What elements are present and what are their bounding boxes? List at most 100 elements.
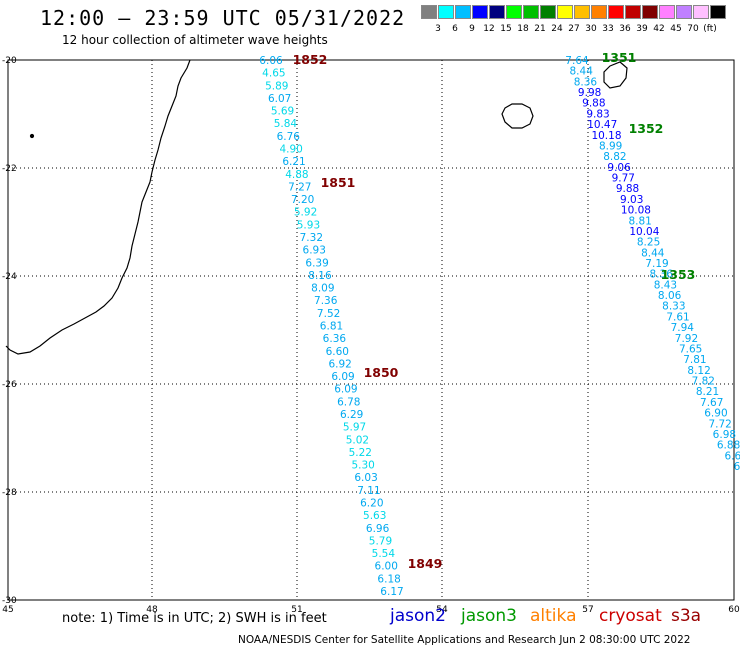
wave-height-value: 6.6 <box>724 450 740 462</box>
small-island <box>29 133 35 139</box>
legend-swatch <box>625 5 641 19</box>
legend-label: (ft) <box>703 24 717 34</box>
wave-height-value: 6.92 <box>328 358 351 370</box>
wave-height-value: 6.06 <box>259 55 283 67</box>
legend-label: 24 <box>551 24 563 34</box>
wave-height-value: 9.06 <box>607 162 631 174</box>
legend-swatch <box>506 5 522 19</box>
note-text: note: 1) Time is in UTC; 2) SWH is in fe… <box>62 611 327 626</box>
wave-height-value: 6.76 <box>277 131 301 143</box>
track-pass-label: 1850 <box>364 365 399 380</box>
legend-label: 18 <box>517 24 529 34</box>
wave-height-value: 8.44 <box>641 247 665 259</box>
madagascar-coast <box>5 59 191 355</box>
legend-swatch <box>659 5 675 19</box>
wave-height-value: 6.18 <box>377 573 400 585</box>
wave-height-value: 9.88 <box>582 98 605 110</box>
legend-swatch <box>710 5 726 19</box>
wave-height-value: 7.20 <box>291 194 314 206</box>
y-tick-label: -24 <box>2 272 17 282</box>
wave-height-value: 7.11 <box>357 485 380 497</box>
wave-height-value: 5.92 <box>294 207 317 219</box>
legend-swatch <box>489 5 505 19</box>
wave-height-value: 8.43 <box>654 279 677 291</box>
legend-swatch <box>642 5 658 19</box>
wave-height-value: 5.89 <box>265 80 288 92</box>
wave-height-value: 9.77 <box>612 173 635 185</box>
wave-height-value: 5.97 <box>343 422 366 434</box>
y-tick-label: -20 <box>2 56 17 66</box>
x-tick-label: 48 <box>146 605 158 615</box>
coastline <box>5 59 628 355</box>
track-pass-label: 1353 <box>661 267 696 282</box>
wave-height-value: 5.84 <box>274 118 298 130</box>
wave-height-value: 5.79 <box>369 535 392 547</box>
wave-height-value: 6.07 <box>268 93 291 105</box>
wave-height-value: 10.08 <box>621 205 651 217</box>
legend-label: 42 <box>653 24 665 34</box>
wave-height-value: 5.30 <box>351 460 374 472</box>
wave-height-value: 7.19 <box>645 258 668 270</box>
wave-height-value: 6.93 <box>303 245 326 257</box>
legend-swatch <box>693 5 709 19</box>
legend-label: 45 <box>670 24 682 34</box>
x-tick-label: 54 <box>436 605 448 615</box>
legend-label: 6 <box>452 24 458 34</box>
map-border <box>7 59 735 601</box>
wave-height-value: 5.54 <box>372 548 396 560</box>
x-tick-label: 51 <box>291 605 302 615</box>
y-tick-label: -30 <box>2 596 17 606</box>
legend-swatch <box>557 5 573 19</box>
legend-label: 15 <box>500 24 512 34</box>
wave-height-value: 9.03 <box>620 194 643 206</box>
legend-swatch <box>421 5 437 19</box>
track-pass-label: 1851 <box>321 175 356 190</box>
wave-height-value: 9.88 <box>616 183 639 195</box>
wave-height-value: 6.98 <box>713 429 736 441</box>
wave-height-value: 7.81 <box>683 354 706 366</box>
wave-height-value: 7.82 <box>692 376 715 388</box>
wave-height-value: 6.17 <box>380 586 403 598</box>
wave-height-value: 6.09 <box>334 384 357 396</box>
wave-height-value: 10.47 <box>587 119 617 131</box>
legend-swatch <box>540 5 556 19</box>
wave-height-value: 8.44 <box>570 66 594 78</box>
wave-height-value: 7.64 <box>565 55 589 67</box>
y-tick-label: -28 <box>2 488 17 498</box>
wave-height-value: 7.36 <box>314 295 338 307</box>
satellite-name: cryosat <box>599 606 662 626</box>
credit-text: NOAA/NESDIS Center for Satellite Applica… <box>238 634 691 646</box>
wave-height-value: 10.18 <box>591 130 621 142</box>
wave-height-value: 8.82 <box>603 151 626 163</box>
wave-height-value: 9.83 <box>586 108 609 120</box>
map-subtitle: 12 hour collection of altimeter wave hei… <box>62 33 328 47</box>
wave-height-value: 8.09 <box>311 283 334 295</box>
satellite-name: jason2 <box>390 606 446 626</box>
wave-height-value: 8.25 <box>637 237 660 249</box>
wave-height-value: 5.22 <box>349 447 372 459</box>
wave-height-value: 8.16 <box>308 270 332 282</box>
wave-height-value: 6.21 <box>282 156 305 168</box>
reunion-island <box>501 103 534 129</box>
wave-height-value: 7.61 <box>666 311 689 323</box>
satellite-name: s3a <box>671 606 702 626</box>
legend-swatch <box>523 5 539 19</box>
legend-swatch <box>574 5 590 19</box>
map-frame <box>7 59 735 601</box>
legend-label: 39 <box>636 24 648 34</box>
wave-height-value: 10.04 <box>629 226 659 238</box>
wave-height-value: 6 <box>734 461 740 473</box>
legend-swatch <box>455 5 471 19</box>
wave-height-value: 8.36 <box>574 76 598 88</box>
mauritius-island <box>603 61 628 89</box>
wave-height-value: 6.36 <box>323 333 347 345</box>
legend-label: 36 <box>619 24 631 34</box>
axis-ticks: 45 48 51 54 57 60 -20 -22 -24 -26 -28 -30 <box>2 56 740 615</box>
wave-height-value: 4.65 <box>262 68 285 80</box>
wave-height-value: 6.00 <box>375 561 398 573</box>
legend-swatch <box>676 5 692 19</box>
legend-label: 3 <box>435 24 441 34</box>
wave-height-value: 6.96 <box>366 523 390 535</box>
legend-swatch <box>591 5 607 19</box>
wave-height-value: 5.69 <box>271 106 294 118</box>
